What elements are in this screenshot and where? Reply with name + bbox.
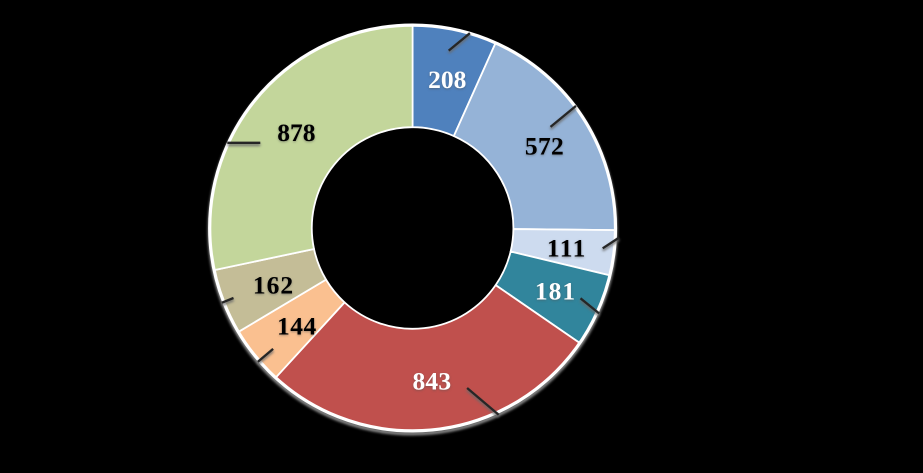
svg-text:162: 162 <box>253 271 294 300</box>
svg-text:144: 144 <box>277 312 317 341</box>
svg-text:111: 111 <box>547 233 587 262</box>
svg-text:843: 843 <box>412 366 451 395</box>
svg-text:572: 572 <box>525 131 564 160</box>
svg-text:208: 208 <box>428 65 466 94</box>
svg-text:181: 181 <box>535 277 576 306</box>
svg-text:878: 878 <box>277 118 315 147</box>
